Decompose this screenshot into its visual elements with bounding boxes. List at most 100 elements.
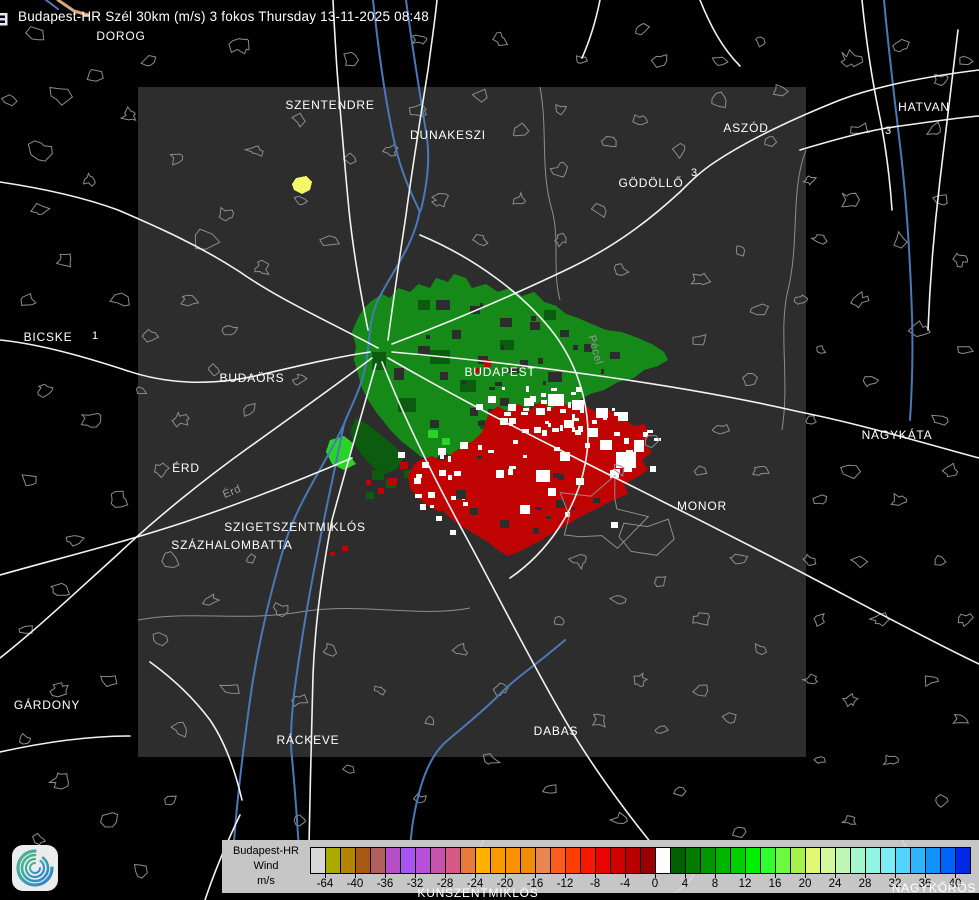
legend-color-cell <box>626 848 640 873</box>
legend-product-line2: Wind <box>253 860 279 872</box>
legend-color-cell <box>536 848 550 873</box>
legend-color-cell <box>866 848 880 873</box>
legend-color-cell <box>461 848 475 873</box>
legend-color-cell <box>746 848 760 873</box>
legend-color-cell <box>821 848 835 873</box>
legend-color-cell <box>371 848 385 873</box>
legend-tick-label: -40 <box>346 878 364 890</box>
spiral-icon <box>16 849 54 887</box>
legend-color-cell <box>566 848 580 873</box>
legend-color-cell <box>596 848 610 873</box>
legend-tick-label: 0 <box>651 878 659 890</box>
legend-color-cell <box>791 848 805 873</box>
legend-tick-label: 8 <box>711 878 719 890</box>
legend-tick <box>775 873 776 878</box>
legend-tick <box>415 873 416 878</box>
legend-tick-label: 32 <box>888 878 902 890</box>
legend-tick <box>325 873 326 878</box>
legend-color-cell <box>641 848 655 873</box>
legend-color-cell <box>521 848 535 873</box>
legend-color-cell <box>356 848 370 873</box>
legend-color-cell <box>446 848 460 873</box>
legend-tick-label: 16 <box>768 878 782 890</box>
legend-color-scale <box>310 847 971 874</box>
legend-tick <box>595 873 596 878</box>
legend-tick <box>625 873 626 878</box>
legend-tick-label: -4 <box>619 878 631 890</box>
legend-tick <box>955 873 956 878</box>
legend-tick <box>475 873 476 878</box>
legend-tick <box>685 873 686 878</box>
legend-tick-label: -28 <box>436 878 454 890</box>
legend-tick <box>835 873 836 878</box>
legend-color-cell <box>551 848 565 873</box>
legend-color-cell <box>326 848 340 873</box>
legend-tick-label: 28 <box>858 878 872 890</box>
legend-tick <box>565 873 566 878</box>
legend-tick-label: -16 <box>526 878 544 890</box>
legend-color-cell <box>851 848 865 873</box>
legend-color-cell <box>806 848 820 873</box>
legend-tick <box>925 873 926 878</box>
legend-color-cell <box>896 848 910 873</box>
legend-tick <box>445 873 446 878</box>
legend-color-cell <box>671 848 685 873</box>
rivers <box>45 0 914 900</box>
legend-tick <box>865 873 866 878</box>
legend-color-cell <box>311 848 325 873</box>
legend-tick-label: 24 <box>828 878 842 890</box>
radar-echoes <box>292 176 668 556</box>
product-title: Budapest-HR Szél 30km (m/s) 3 fokos Thur… <box>18 9 429 24</box>
legend-color-cell <box>611 848 625 873</box>
corner-badge-icon <box>0 13 8 26</box>
legend-color-cell <box>941 848 955 873</box>
legend-color-cell <box>761 848 775 873</box>
legend-tick-label: 40 <box>948 878 962 890</box>
legend-panel: Budapest-HR Wind m/s -64 -40 -36 -32 -28 -24-… <box>222 840 979 900</box>
legend-tick-label: 20 <box>798 878 812 890</box>
legend-tick-label: -8 <box>589 878 601 890</box>
legend-color-cell <box>506 848 520 873</box>
legend-color-cell <box>386 848 400 873</box>
legend-tick <box>805 873 806 878</box>
legend-color-cell <box>686 848 700 873</box>
legend-color-cell <box>341 848 355 873</box>
legend-bottom-strip <box>222 893 979 900</box>
legend-color-cell <box>911 848 925 873</box>
legend-tick-label: -32 <box>406 878 424 890</box>
legend-tick-label: 4 <box>681 878 689 890</box>
legend-product-name: Budapest-HR Wind m/s <box>222 844 310 889</box>
legend-tick <box>715 873 716 878</box>
legend-tick-label: 36 <box>918 878 932 890</box>
legend-color-cell <box>581 848 595 873</box>
hungaromet-spiral-logo <box>12 845 58 891</box>
legend-color-cell <box>881 848 895 873</box>
legend-tick-label: 12 <box>738 878 752 890</box>
legend-color-cell <box>926 848 940 873</box>
legend-tick <box>535 873 536 878</box>
legend-tick-label: -20 <box>496 878 514 890</box>
legend-tick <box>655 873 656 878</box>
legend-tick-label: -12 <box>556 878 574 890</box>
legend-color-cell <box>836 848 850 873</box>
legend-color-cell <box>701 848 715 873</box>
legend-color-cell <box>656 848 670 873</box>
legend-tick-label: -36 <box>376 878 394 890</box>
legend-color-cell <box>956 848 970 873</box>
legend-tick <box>355 873 356 878</box>
legend-color-cell <box>776 848 790 873</box>
legend-product-line1: Budapest-HR <box>232 845 300 857</box>
legend-color-cell <box>491 848 505 873</box>
legend-color-cell <box>401 848 415 873</box>
legend-color-cell <box>431 848 445 873</box>
legend-color-cell <box>416 848 430 873</box>
legend-color-cell <box>476 848 490 873</box>
legend-tick <box>745 873 746 878</box>
legend-tick <box>385 873 386 878</box>
legend-color-cell <box>716 848 730 873</box>
legend-tick-label: -24 <box>466 878 484 890</box>
legend-tick <box>505 873 506 878</box>
